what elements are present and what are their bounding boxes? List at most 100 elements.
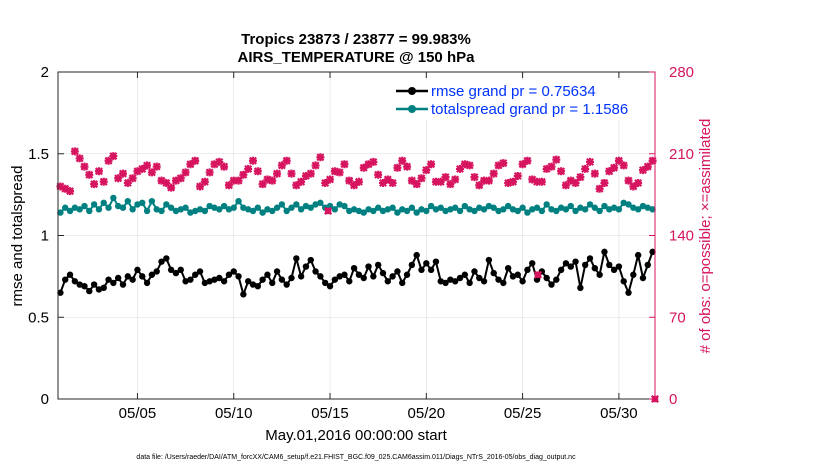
obs-count-point: [629, 182, 638, 191]
spread-point: [259, 209, 266, 216]
rmse-point: [336, 273, 343, 280]
obs-count-point: [508, 177, 517, 186]
spread-point: [524, 209, 531, 216]
rmse-point: [485, 256, 493, 264]
spread-point: [230, 204, 237, 211]
spread-point: [192, 207, 199, 215]
legend-spread-label: totalspread grand pr = 1.1586: [431, 101, 628, 118]
obs-count-point: [561, 181, 570, 190]
obs-count-point: [191, 156, 200, 165]
rmse-point: [317, 273, 324, 280]
spread-point: [278, 201, 286, 208]
spread-point: [235, 197, 242, 205]
spread-point: [389, 204, 396, 211]
rmse-point: [577, 284, 584, 292]
spread-point: [379, 207, 387, 215]
obs-count-point: [301, 171, 310, 180]
obs-count-point: [460, 160, 469, 169]
legend-rmse-marker: [408, 87, 416, 95]
spread-point: [148, 197, 156, 205]
rmse-point: [355, 271, 363, 278]
obs-count-point: [566, 176, 575, 185]
spread-point: [163, 201, 170, 208]
rmse-point: [644, 261, 651, 269]
obs-count-point: [335, 168, 344, 177]
obs-count-point: [61, 184, 70, 193]
rmse-point: [139, 273, 146, 280]
rmse-point: [235, 273, 242, 280]
rmse-point: [192, 271, 199, 278]
rmse-point: [567, 263, 574, 270]
rmse-point: [625, 289, 632, 296]
rmse-point: [500, 279, 507, 287]
obs-count-point: [378, 178, 387, 187]
rmse-point: [249, 281, 257, 288]
rmse-point: [649, 248, 656, 256]
rmse-point: [370, 273, 377, 280]
rmse-point: [529, 260, 536, 267]
rmse-point: [442, 279, 449, 287]
spread-point: [370, 207, 377, 215]
rmse-point: [615, 263, 623, 270]
rmse-point: [461, 271, 469, 278]
obs-count-point: [316, 153, 325, 162]
spread-point: [66, 207, 74, 215]
spread-point: [466, 206, 473, 213]
obs-count-point: [446, 180, 455, 189]
spread-point: [100, 199, 107, 206]
spread-point: [399, 206, 406, 213]
rmse-point: [572, 258, 579, 265]
rmse-point: [586, 255, 594, 262]
spread-point: [336, 201, 343, 208]
rmse-point: [105, 276, 112, 283]
spread-point: [90, 201, 98, 208]
obs-count-point: [56, 182, 65, 191]
x-tick-label: 05/25: [504, 405, 542, 422]
rmse-point: [240, 291, 247, 298]
rmse-point: [283, 281, 290, 288]
spread-point: [254, 204, 262, 211]
obs-count-point: [273, 169, 282, 178]
obs-count-point: [475, 181, 484, 190]
rmse-point: [418, 266, 425, 274]
rmse-point: [495, 276, 502, 283]
obs-count-point: [244, 164, 253, 173]
obs-count-point: [374, 170, 383, 179]
obs-count-point: [210, 160, 219, 169]
obs-count-point: [99, 177, 108, 186]
spread-point: [586, 201, 594, 208]
spread-point: [538, 207, 546, 215]
obs-count-point: [422, 166, 431, 175]
spread-point: [139, 199, 146, 206]
rmse-point: [423, 260, 430, 267]
rmse-point: [379, 269, 387, 277]
spread-point: [461, 202, 469, 210]
spread-point: [442, 207, 449, 215]
rmse-point: [514, 271, 521, 278]
obs-count-point: [643, 162, 652, 171]
spread-point: [273, 204, 281, 211]
spread-point: [134, 201, 141, 208]
obs-marker: [533, 270, 543, 279]
obs-count-point: [398, 156, 407, 165]
spread-point: [182, 204, 189, 211]
spread-point: [394, 209, 401, 216]
rmse-point: [394, 268, 401, 275]
obs-count-point: [292, 181, 301, 190]
obs-count-point: [162, 178, 171, 187]
obs-count-point: [171, 176, 180, 185]
spread-point: [601, 202, 608, 210]
spread-point: [95, 206, 103, 213]
obs-count-point: [66, 187, 75, 196]
rmse-point: [399, 279, 406, 287]
obs-count-point: [528, 175, 537, 184]
obs-count-point: [85, 170, 94, 179]
spread-point: [606, 206, 613, 213]
rmse-point: [86, 287, 93, 295]
spread-point: [634, 206, 642, 213]
rmse-point: [76, 281, 83, 288]
obs-count-point: [436, 177, 445, 186]
obs-count-point: [75, 154, 84, 163]
obs-count-point: [388, 178, 397, 187]
rmse-point: [610, 266, 618, 274]
